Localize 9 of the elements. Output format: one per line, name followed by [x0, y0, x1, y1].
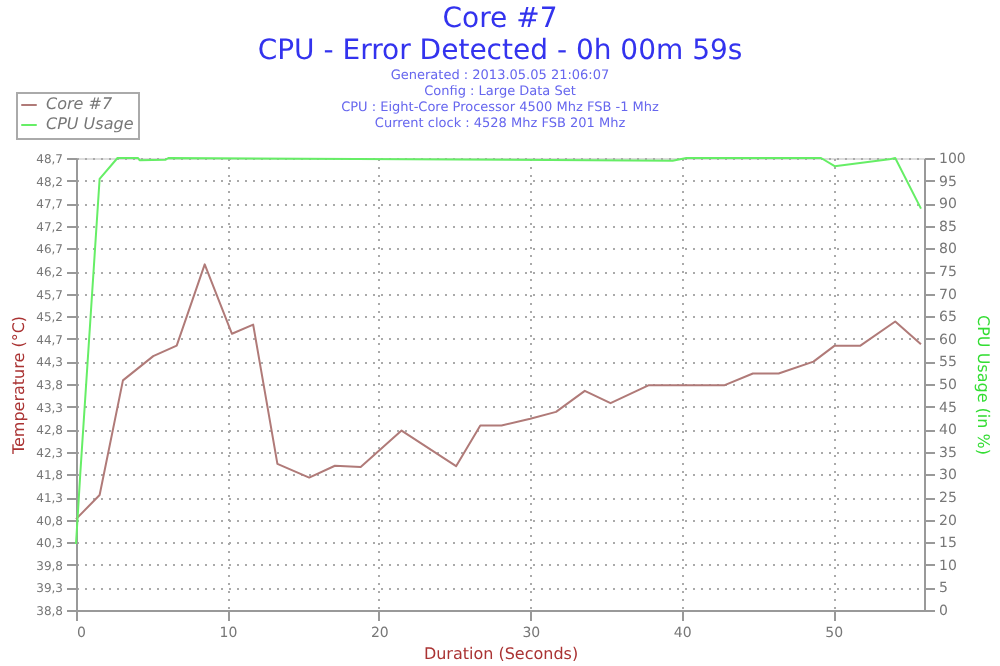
line-series	[75, 157, 922, 546]
y-axis-title: Temperature (°C)	[10, 315, 29, 457]
x-axis-title: Duration (Seconds)	[423, 645, 579, 663]
y2-axis-title: CPU Usage (in %)	[973, 315, 992, 455]
text: Core #7	[442, 3, 558, 35]
text: CPU - Error Detected - 0h 00m 59s	[257, 35, 743, 67]
legend-label: Core #7	[46, 95, 114, 113]
legend-label: CPU Usage	[46, 115, 134, 133]
line-series	[75, 263, 922, 521]
